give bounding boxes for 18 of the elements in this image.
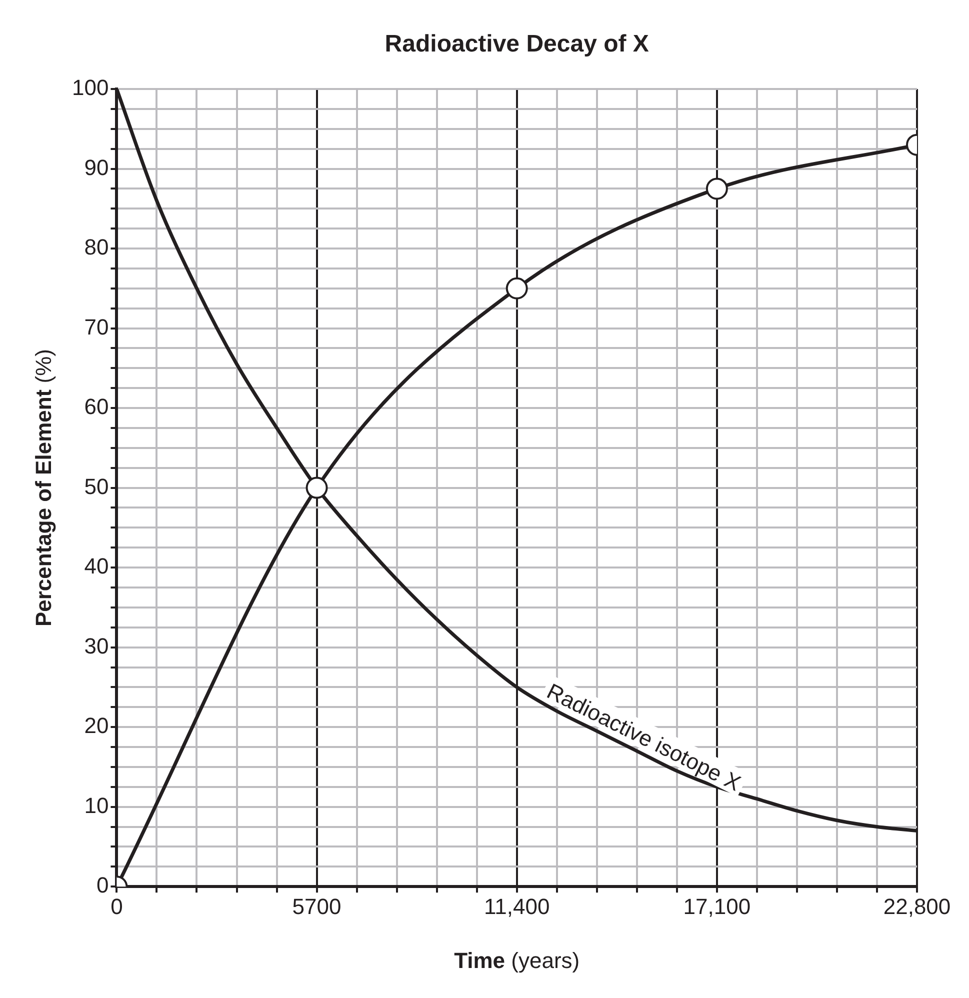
- x-tick-label: 11,400: [484, 894, 550, 919]
- y-tick-label: 20: [84, 713, 109, 738]
- y-tick-label: 60: [84, 394, 109, 420]
- x-tick-label: 17,100: [683, 894, 751, 919]
- y-tick-label: 30: [84, 633, 109, 658]
- y-tick-label: 70: [84, 314, 109, 340]
- y-tick-label: 50: [84, 474, 109, 499]
- x-tick-label: 22,800: [883, 894, 951, 919]
- chart-title: Radioactive Decay of X: [384, 30, 649, 58]
- y-tick-label: 10: [84, 792, 109, 818]
- y-tick-label: 0: [96, 872, 109, 898]
- y-tick-label: 80: [84, 234, 109, 260]
- x-tick-label: 5700: [292, 894, 342, 919]
- x-axis-title: Time (years): [454, 948, 580, 974]
- y-tick-label: 90: [84, 154, 109, 180]
- y-tick-label: 40: [84, 554, 109, 579]
- y-axis-title: Percentage of Element (%): [31, 349, 56, 627]
- y-tick-label: 100: [72, 75, 109, 100]
